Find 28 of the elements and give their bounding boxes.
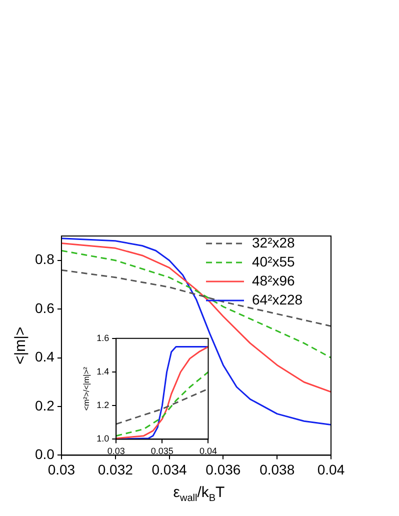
y-tick-label: 1.0: [96, 434, 110, 444]
x-tick-label: 0.03: [107, 446, 125, 456]
line-series: [61, 250, 331, 359]
x-tick-label: 0.035: [150, 446, 174, 456]
legend-label: 40²x55: [252, 253, 296, 270]
y-axis-title: <m²>/<|m|>²: [82, 366, 92, 411]
legend-label: 64²x228: [252, 291, 303, 308]
y-tick-label: 0.4: [34, 348, 55, 365]
y-tick-label: 1.4: [96, 366, 110, 376]
y-tick-label: 1.2: [96, 400, 110, 410]
y-tick-label: 0.2: [34, 397, 55, 414]
y-tick-label: 0.8: [34, 251, 55, 268]
x-tick-label: 0.036: [206, 461, 241, 478]
y-tick-label: 0.6: [34, 300, 55, 316]
line-series: [116, 371, 208, 437]
x-tick-label: 0.034: [152, 461, 187, 478]
y-tick-label: 0.0: [34, 446, 55, 462]
x-tick-label: 0.04: [317, 461, 345, 478]
x-axis-title: ε$_{wall}$/k$_{B}$T: [173, 484, 225, 504]
x-tick-label: 0.032: [98, 461, 134, 478]
legend-label: 48²x96: [252, 272, 296, 288]
line-series: [61, 269, 331, 327]
y-axis-title: <|m|>: [12, 326, 30, 365]
y-tick-label: 1.6: [96, 332, 110, 343]
legend-label: 32²x28: [252, 234, 296, 250]
x-tick-label: 0.03: [48, 461, 76, 478]
x-tick-label: 0.04: [199, 446, 218, 456]
x-tick-label: 0.038: [260, 461, 295, 478]
